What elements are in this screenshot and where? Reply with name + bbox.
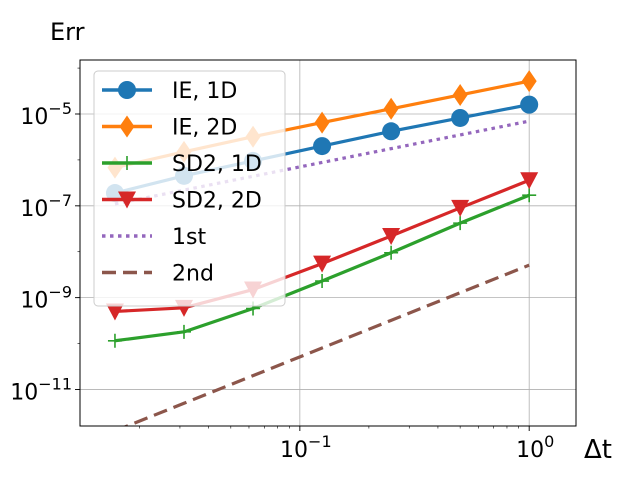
legend-label-ie-1d: IE, 1D (172, 79, 237, 104)
point-sd2-2d-3 (313, 255, 332, 273)
legend-label-2nd: 2nd (172, 262, 214, 287)
point-sd2-2d-4 (382, 228, 401, 246)
point-ie-2d-5 (452, 83, 468, 106)
point-sd2-1d-0 (107, 333, 122, 348)
legend-marker-sd2-1d (120, 156, 134, 170)
x-axis-label: Δt (584, 435, 612, 465)
legend-box (93, 70, 286, 307)
series-sd2-1d (107, 188, 537, 348)
y-tick-label-1: 10−9 (20, 283, 72, 314)
point-ie-2d-4 (383, 97, 399, 120)
series-1st (114, 119, 530, 206)
point-sd2-1d-5 (453, 216, 468, 231)
point-sd2-1d-6 (522, 188, 537, 203)
point-sd2-1d-3 (315, 274, 330, 289)
legend-marker-ie-1d (118, 81, 136, 99)
legend-label-ie-2d: IE, 2D (172, 116, 237, 141)
y-tick-label-2: 10−7 (20, 191, 72, 222)
axis-ticks: 10−1 100 10−11 10−9 10−7 10−5 (10, 67, 554, 463)
point-sd2-1d-4 (384, 245, 399, 260)
legend-label-sd2-2d: SD2, 2D (172, 189, 262, 214)
series-line-2nd (122, 263, 530, 426)
series-line-1st (114, 119, 530, 206)
chart-title: Err (50, 18, 85, 46)
legend-marker-sd2-2d (118, 191, 136, 209)
point-ie-1d-4 (382, 122, 401, 141)
point-sd2-2d-0 (105, 303, 124, 321)
legend-marker-ie-2d (119, 115, 135, 138)
legend: IE, 1D IE, 2D SD2, 1D SD2, 2D 1st 2nd (93, 70, 286, 307)
point-ie-1d-6 (520, 95, 539, 114)
point-sd2-2d-6 (520, 172, 539, 190)
plot-frame (79, 59, 577, 427)
x-tick-label-0: 10−1 (280, 432, 332, 463)
y-tick-label-0: 10−11 (10, 374, 72, 405)
point-ie-1d-5 (451, 108, 470, 127)
point-sd2-2d-5 (451, 199, 470, 217)
y-tick-label-3: 10−5 (20, 99, 72, 130)
x-tick-label-1: 100 (516, 432, 554, 463)
point-ie-2d-6 (521, 70, 537, 93)
series-2nd (122, 263, 530, 426)
point-ie-1d-3 (313, 137, 332, 156)
point-sd2-1d-1 (176, 324, 191, 339)
point-ie-2d-3 (314, 111, 330, 134)
legend-label-1st: 1st (172, 225, 206, 250)
legend-label-sd2-1d: SD2, 1D (172, 152, 262, 177)
